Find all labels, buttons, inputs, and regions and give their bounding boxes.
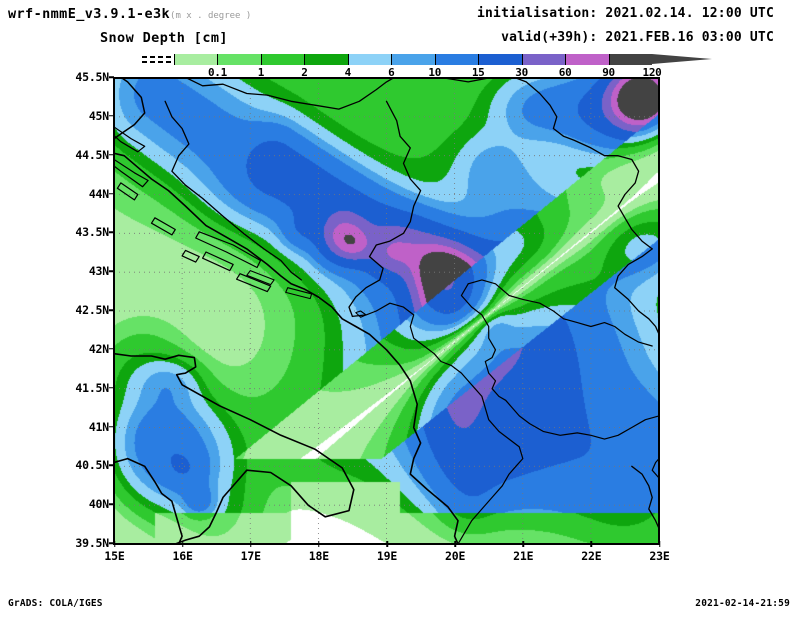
colorbar-label: 2 xyxy=(301,66,308,79)
x-axis-label: 23E xyxy=(649,549,670,563)
colorbar-swatch xyxy=(304,54,348,65)
colorbar-label: 0.1 xyxy=(207,66,227,79)
y-axis-tick xyxy=(109,115,114,117)
snow-depth-field xyxy=(114,78,659,544)
x-axis-tick xyxy=(590,541,593,547)
y-axis-label: 42.5N xyxy=(75,303,109,317)
x-axis-label: 19E xyxy=(376,549,398,563)
colorbar-swatch xyxy=(391,54,435,65)
x-axis-tick xyxy=(250,541,252,547)
colorbar-label: 10 xyxy=(428,66,442,79)
y-axis-tick xyxy=(109,231,114,234)
colorbar-label: 120 xyxy=(642,66,662,79)
colorbar-label: 1 xyxy=(257,66,265,79)
colorbar-swatches xyxy=(174,54,652,65)
colorbar-swatch xyxy=(434,54,479,65)
y-axis-tick xyxy=(109,386,114,389)
y-axis-tick xyxy=(109,425,114,428)
x-axis-tick xyxy=(386,541,388,547)
x-axis-tick xyxy=(454,541,456,547)
colorbar-label: 15 xyxy=(471,66,485,79)
y-axis-label: 44.5N xyxy=(75,147,109,162)
colorbar-swatch xyxy=(347,54,392,65)
colorbar: 0.1 1 2 4 6 10 15 30 60 90 120 xyxy=(142,54,712,79)
x-axis-tick xyxy=(658,541,661,547)
model-title: wrf-nmmE_v3.9.1-e3k(m x . degree ) xyxy=(8,6,251,22)
colorbar-label: 30 xyxy=(515,66,528,79)
y-axis: 45.5N 45N 44.5N 44N 43.5N 43N 42.5N 42N 41.5N 41N… xyxy=(56,70,114,550)
colorbar-label: 6 xyxy=(388,66,395,79)
map-plot-area[interactable] xyxy=(113,77,660,545)
colorbar-overflow-arrow xyxy=(652,54,712,65)
variable-title: Snow Depth [cm] xyxy=(100,30,228,46)
colorbar-swatch xyxy=(608,54,652,65)
y-axis-label: 43.5N xyxy=(75,225,109,240)
y-axis-label: 45.5N xyxy=(75,70,109,84)
y-axis-tick xyxy=(109,76,114,78)
y-axis-tick xyxy=(109,542,114,544)
colorbar-swatch xyxy=(260,54,305,65)
model-title-text: wrf-nmmE_v3.9.1-e3k xyxy=(8,6,171,22)
y-axis-tick xyxy=(109,348,114,350)
y-axis-label: 42N xyxy=(88,341,109,356)
colorbar-swatch xyxy=(565,54,609,65)
x-axis-label: 20E xyxy=(445,549,466,563)
x-axis-tick xyxy=(113,541,116,547)
colorbar-below-threshold-dashes xyxy=(142,54,174,65)
y-axis-tick xyxy=(109,192,114,195)
generation-timestamp: 2021-02-14-21:59 xyxy=(695,598,790,609)
x-axis-label: 18E xyxy=(308,549,329,563)
valid-time: valid(+39h): 2021.FEB.16 03:00 UTC xyxy=(501,30,774,45)
y-axis-label: 40N xyxy=(88,497,109,512)
x-axis-label: 21E xyxy=(513,549,534,563)
colorbar-label: 4 xyxy=(344,66,352,79)
y-axis-label: 45N xyxy=(88,108,109,123)
y-axis-label: 39.5N xyxy=(75,536,109,550)
model-title-paren: (m x . degree ) xyxy=(170,11,252,21)
y-axis-label: 44N xyxy=(88,186,109,201)
colorbar-swatch xyxy=(174,54,218,65)
y-axis-tick xyxy=(109,503,114,505)
x-axis-label: 22E xyxy=(581,549,602,563)
initialisation-time: initialisation: 2021.02.14. 12:00 UTC xyxy=(477,6,774,21)
x-axis-label: 16E xyxy=(172,549,193,563)
y-axis-tick xyxy=(109,270,114,272)
y-axis-label: 43N xyxy=(88,264,109,279)
colorbar-label: 60 xyxy=(558,66,572,79)
colorbar-swatch xyxy=(521,54,566,65)
colorbar-label: 90 xyxy=(602,66,615,79)
grads-credit: GrADS: COLA/IGES xyxy=(8,598,103,609)
colorbar-swatch xyxy=(217,54,261,65)
y-axis-tick xyxy=(109,309,114,311)
colorbar-swatch xyxy=(478,54,522,65)
x-axis-tick xyxy=(522,541,524,547)
x-axis-label: 15E xyxy=(104,549,125,563)
x-axis: 15E 16E 17E 18E 19E 20E 21E 22E 23E xyxy=(104,541,670,567)
y-axis-label: 41N xyxy=(88,419,109,434)
y-axis-tick xyxy=(109,153,114,156)
y-axis-label: 41.5N xyxy=(75,380,109,395)
y-axis-label: 40.5N xyxy=(75,458,109,473)
x-axis-tick xyxy=(181,541,184,547)
y-axis-tick xyxy=(109,464,114,467)
x-axis-tick xyxy=(318,541,320,547)
x-axis-label: 17E xyxy=(240,549,261,563)
colorbar-tick-labels: 0.1 1 2 4 6 10 15 30 60 90 120 xyxy=(174,66,662,80)
